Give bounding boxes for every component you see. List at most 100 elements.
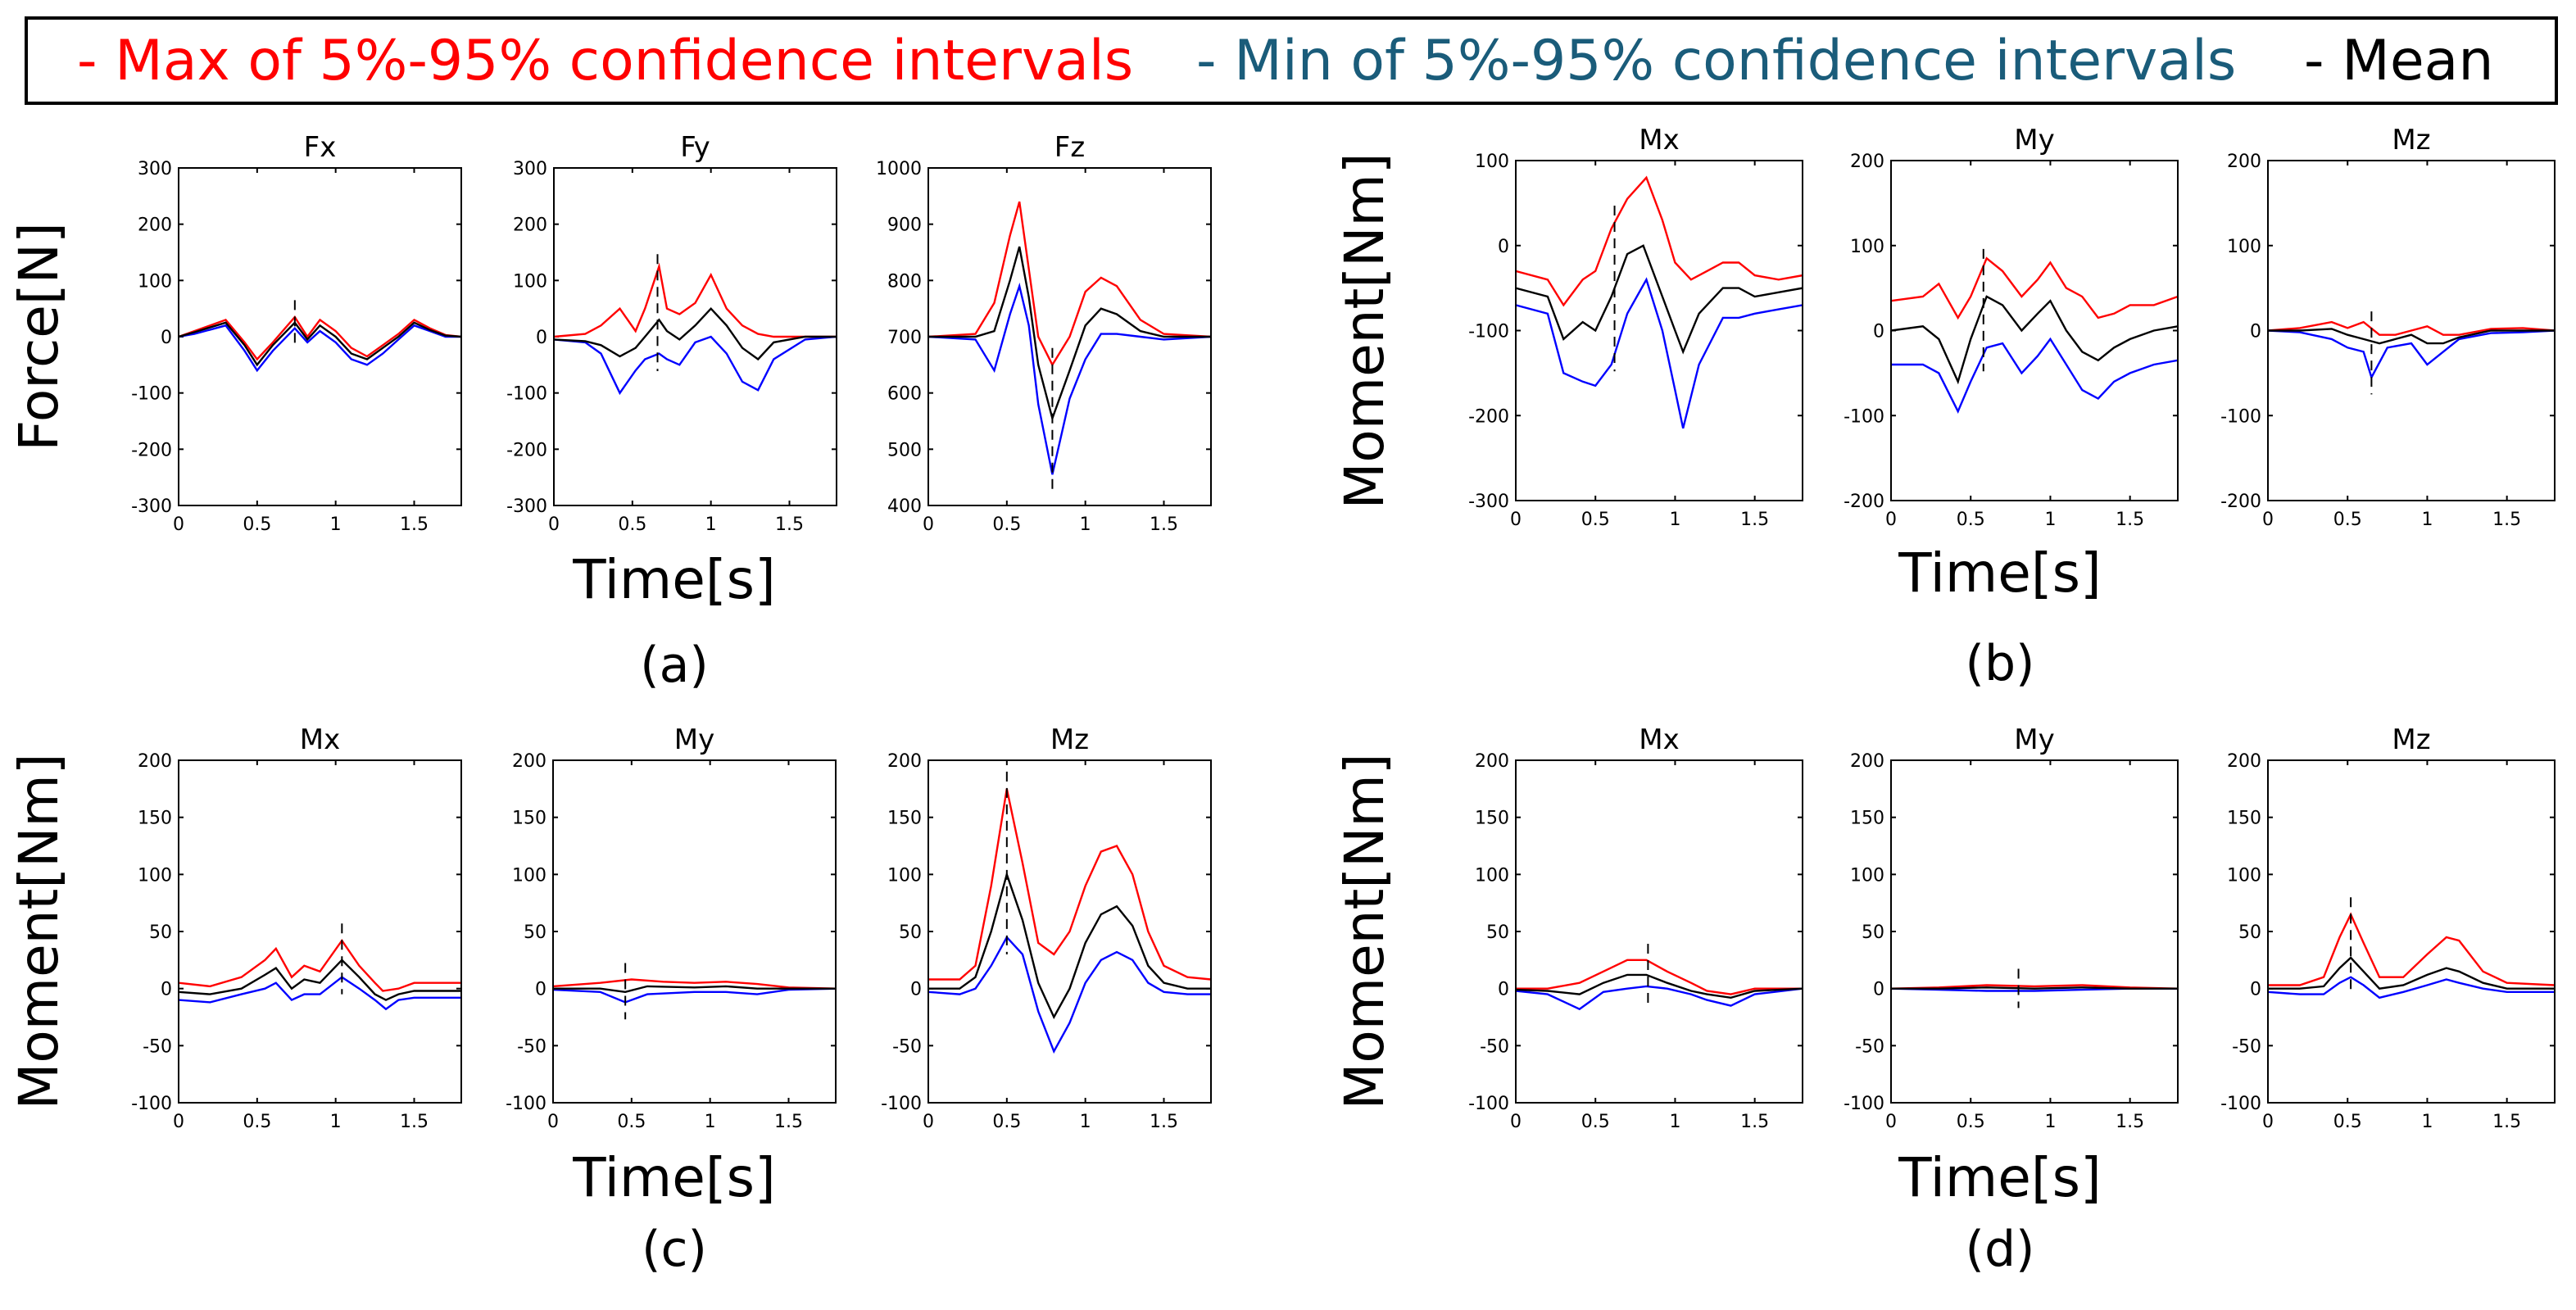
subplot-my: My -100 -50 0 50 100 150 200 0 0.5 1 1.5: [506, 723, 837, 1132]
y-tick-label: -100: [1844, 1094, 1884, 1114]
y-tick-label: 200: [2227, 152, 2261, 172]
series-mean-line: [179, 959, 461, 1001]
series-max-line: [1516, 959, 1803, 995]
y-tick-label: 1000: [876, 159, 922, 179]
x-tick-label: 1.5: [1150, 1112, 1178, 1132]
y-tick-label: 50: [2238, 922, 2261, 943]
subplot-title: Mz: [2392, 723, 2430, 756]
y-tick-label: 200: [887, 751, 922, 772]
y-tick-label: 150: [887, 809, 922, 829]
axes-frame: [927, 167, 1212, 506]
series-max-line: [554, 262, 837, 338]
y-tick-label: 0: [161, 980, 172, 1000]
x-tick-label: 1: [1669, 510, 1680, 530]
subplot-mz: Mz -100 -50 0 50 100 150 200 0 0.5 1 1.5: [881, 723, 1212, 1132]
x-tick-label: 0.5: [617, 1112, 646, 1132]
x-tick-label: 0: [548, 514, 560, 535]
x-tick-label: 0.5: [992, 514, 1021, 535]
y-tick-label: 100: [138, 271, 172, 292]
x-tick-label: 1.5: [1740, 1112, 1769, 1132]
y-tick-label: 200: [1850, 152, 1884, 172]
x-tick-label: 1.5: [775, 514, 804, 535]
y-tick-label: 600: [887, 384, 922, 405]
x-tick-label: 0.5: [1957, 510, 1985, 530]
y-tick-label: 0: [1873, 322, 1884, 342]
series-min-line: [2268, 329, 2555, 380]
subplot-title: Mx: [300, 723, 340, 756]
series-mean-line: [928, 871, 1211, 1020]
y-tick-label: 200: [138, 751, 172, 772]
y-tick-label: 0: [2250, 322, 2261, 342]
y-tick-label: 100: [1475, 152, 1509, 172]
axes-frame: [2267, 759, 2556, 1104]
x-axis-label: Time[s]: [572, 548, 775, 611]
y-tick-label: 100: [2227, 865, 2261, 886]
series-max-line: [179, 315, 461, 361]
x-tick-label: 0: [2262, 1112, 2274, 1132]
x-tick-label: 1: [705, 514, 717, 535]
y-tick-label: 0: [910, 980, 922, 1000]
y-tick-label: 0: [536, 328, 547, 348]
y-tick-label: -50: [892, 1036, 922, 1057]
series-min-line: [179, 976, 461, 1011]
y-tick-label: 400: [887, 496, 922, 517]
x-tick-label: 1.5: [2492, 510, 2521, 530]
y-tick-label: 100: [513, 271, 547, 292]
legend-max-label: - Max of 5%-95% confidence intervals: [77, 29, 1133, 93]
y-tick-label: 100: [1475, 865, 1509, 886]
x-tick-label: 1.5: [2116, 510, 2144, 530]
y-tick-label: -50: [1855, 1036, 1884, 1057]
series-min-line: [928, 282, 1211, 475]
subplot-title: Fz: [1054, 131, 1085, 164]
y-axis-label: Moment[Nm]: [7, 753, 70, 1109]
series-max-line: [928, 201, 1211, 367]
x-tick-label: 0.5: [992, 1112, 1021, 1132]
axes-frame: [553, 167, 837, 506]
y-tick-label: 150: [138, 809, 172, 829]
subplot-my: My -100 -50 0 50 100 150 200 0 0.5 1 1.5: [1844, 723, 2179, 1132]
y-tick-label: 900: [887, 215, 922, 236]
subplot-title: Fx: [304, 131, 337, 164]
legend: - Max of 5%-95% confidence intervals - M…: [25, 16, 2558, 105]
x-tick-label: 0: [173, 1112, 184, 1132]
axes-frame: [552, 759, 837, 1104]
series-mean-line: [1516, 244, 1803, 355]
y-tick-label: -100: [1844, 406, 1884, 427]
series-min-line: [553, 987, 836, 1004]
x-tick-label: 1.5: [1740, 510, 1769, 530]
axes-frame: [178, 759, 462, 1104]
x-tick-label: 1: [1080, 514, 1091, 535]
y-tick-label: 0: [161, 328, 172, 348]
y-tick-label: 0: [535, 980, 546, 1000]
x-tick-label: 0: [547, 1112, 559, 1132]
axes-frame: [1890, 759, 2179, 1104]
y-axis-label: Moment[Nm]: [1333, 152, 1396, 509]
panel-label: (a): [640, 637, 709, 694]
x-tick-label: 1.5: [1150, 514, 1178, 535]
subplot-fx: Fx -300 -200 -100 0 100 200 300 0 0.5 1 1.5: [131, 131, 462, 535]
series-mean-line: [1891, 295, 2178, 385]
series-min-line: [179, 324, 461, 373]
subplot-fy: Fy -300 -200 -100 0 100 200 300 0 0.5 1 1.5: [506, 131, 837, 535]
axes-frame: [927, 759, 1212, 1104]
legend-mean-label: - Mean: [2304, 29, 2493, 93]
x-tick-label: 1: [1669, 1112, 1680, 1132]
y-tick-label: -200: [1844, 492, 1884, 512]
x-tick-label: 0: [1885, 1112, 1897, 1132]
subplot-title: Fy: [680, 131, 710, 164]
subplot-title: My: [2014, 124, 2054, 156]
series-max-line: [1516, 175, 1803, 307]
y-tick-label: 0: [2250, 980, 2261, 1000]
y-tick-label: -200: [1468, 406, 1509, 427]
y-tick-label: 50: [524, 922, 546, 943]
series-mean-line: [2268, 956, 2555, 990]
series-min-line: [554, 335, 837, 396]
x-tick-label: 1: [330, 1112, 342, 1132]
series-mean-line: [928, 246, 1211, 422]
subplot-title: Mz: [2392, 124, 2430, 156]
y-tick-label: -100: [131, 1094, 172, 1114]
series-max-line: [928, 788, 1211, 981]
y-tick-label: -50: [143, 1036, 172, 1057]
y-tick-label: -100: [1468, 322, 1509, 342]
